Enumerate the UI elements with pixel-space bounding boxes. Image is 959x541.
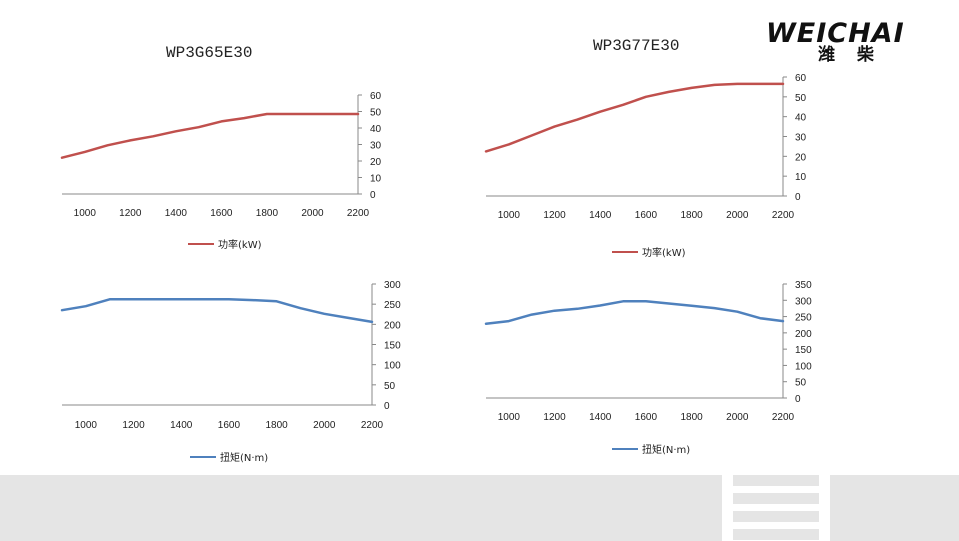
chart4-y-tick-label: 200: [795, 329, 812, 340]
chart1-y-tick-label: 60: [370, 91, 382, 102]
chart2-y-tick-label: 30: [795, 133, 807, 144]
chart3-x-tick-label: 2000: [313, 420, 336, 431]
chart4-y-tick-label: 250: [795, 313, 812, 324]
chart1-title: WP3G65E30: [166, 44, 253, 62]
chart2-x-tick-label: 2000: [726, 210, 749, 221]
chart4-y-tick-label: 150: [795, 345, 812, 356]
chart3-y-tick-label: 100: [384, 361, 401, 372]
logo-text: WEICHAI: [766, 18, 905, 49]
chart4-y-tick-label: 50: [795, 378, 807, 389]
chart4-x-tick-label: 1600: [635, 412, 658, 423]
chart2-series-line: [484, 82, 785, 153]
chart4-x-tick-label: 1200: [543, 412, 566, 423]
chart3-x-tick-label: 1400: [170, 420, 193, 431]
chart1-x-tick-label: 1600: [210, 208, 233, 219]
chart2-y-tick-label: 40: [795, 113, 807, 124]
chart4-series-line: [484, 300, 785, 325]
chart1-y-tick-label: 0: [370, 190, 376, 201]
chart1-x-tick-label: 1200: [119, 208, 142, 219]
chart3-y-tick-label: 0: [384, 401, 390, 412]
chart1-y-tick-label: 10: [370, 174, 382, 185]
chart2-title: WP3G77E30: [593, 37, 680, 55]
chart4-x-tick-label: 1000: [498, 412, 521, 423]
chart2-legend-label: 功率(kW): [642, 246, 686, 259]
chart1-x-tick-label: 2000: [301, 208, 324, 219]
chart3-x-tick-label: 1600: [218, 420, 241, 431]
weichai-logo: WEICHAI 潍柴: [766, 18, 936, 65]
chart1-legend-label: 功率(kW): [218, 238, 262, 251]
chart3-y-tick-label: 300: [384, 280, 401, 291]
chart1-y-tick-label: 30: [370, 141, 382, 152]
chart4-x-tick-label: 1400: [589, 412, 612, 423]
chart2-x-tick-label: 1400: [589, 210, 612, 221]
chart3-y-tick-label: 250: [384, 300, 401, 311]
chart4-x-tick-label: 2000: [726, 412, 749, 423]
chart2-y-tick-label: 20: [795, 152, 807, 163]
chart1-y-tick-label: 20: [370, 157, 382, 168]
chart4-y-tick-label: 0: [795, 394, 801, 405]
chart3-x-tick-label: 1000: [75, 420, 98, 431]
footer-bar-4: [733, 529, 819, 540]
logo-cn-text: 潍柴: [818, 45, 896, 65]
chart4-y-tick-label: 350: [795, 280, 812, 291]
footer-bar-3: [733, 511, 819, 522]
chart3-legend-label: 扭矩(N·m): [220, 451, 268, 464]
chart1-series-line: [60, 112, 360, 159]
chart1-x-tick-label: 1800: [256, 208, 279, 219]
chart3-x-tick-label: 1800: [265, 420, 288, 431]
chart2-y-tick-label: 10: [795, 172, 807, 183]
chart3-y-tick-label: 200: [384, 320, 401, 331]
chart1-y-tick-label: 40: [370, 124, 382, 135]
chart1-x-tick-label: 1400: [165, 208, 188, 219]
chart2-x-tick-label: 1200: [543, 210, 566, 221]
footer-bar-1: [733, 475, 819, 486]
chart1-x-tick-label: 1000: [74, 208, 97, 219]
chart2-y-tick-label: 50: [795, 93, 807, 104]
chart2-y-tick-label: 60: [795, 73, 807, 84]
chart2-x-tick-label: 2200: [772, 210, 795, 221]
chart4-x-tick-label: 1800: [680, 412, 703, 423]
chart4-legend-label: 扭矩(N·m): [642, 443, 690, 456]
chart4-y-tick-label: 300: [795, 296, 812, 307]
chart4-x-tick-label: 2200: [772, 412, 795, 423]
chart3-x-tick-label: 2200: [361, 420, 384, 431]
chart4-y-tick-label: 100: [795, 361, 812, 372]
chart3-series-line: [60, 298, 374, 324]
chart2-y-tick-label: 0: [795, 192, 801, 203]
chart2-x-tick-label: 1000: [498, 210, 521, 221]
chart3-x-tick-label: 1200: [122, 420, 145, 431]
chart3-y-tick-label: 50: [384, 381, 396, 392]
chart2-x-tick-label: 1600: [635, 210, 658, 221]
chart2-x-tick-label: 1800: [680, 210, 703, 221]
footer-bar-2: [733, 493, 819, 504]
chart1-x-tick-label: 2200: [347, 208, 370, 219]
chart1-y-tick-label: 50: [370, 108, 382, 119]
chart3-y-tick-label: 150: [384, 341, 401, 352]
